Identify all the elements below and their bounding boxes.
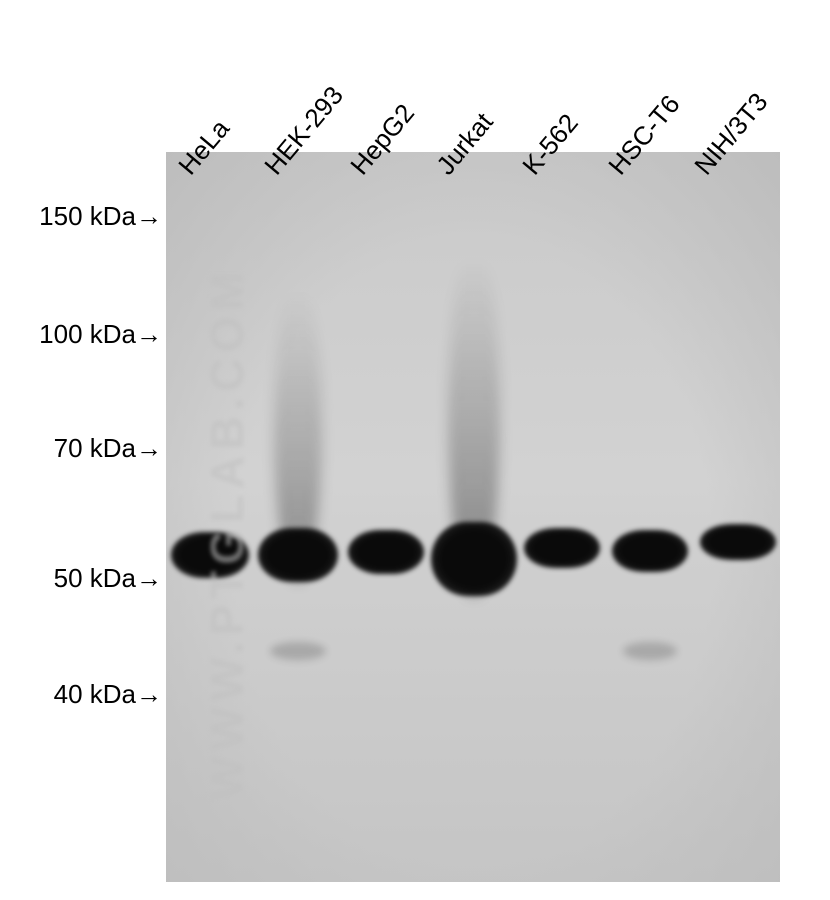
- marker-label-70kda: 70 kDa→: [54, 433, 162, 464]
- protein-band-lane-6: [700, 524, 776, 560]
- protein-band-lane-3: [431, 522, 517, 596]
- western-blot-image: [166, 152, 780, 882]
- faint-band-lane-5: [623, 642, 676, 660]
- faint-band-lane-1: [270, 642, 326, 660]
- protein-band-lane-4: [524, 528, 600, 568]
- marker-label-40kda: 40 kDa→: [54, 679, 162, 710]
- watermark-text: WWW.PTGLAB.COM: [200, 266, 254, 800]
- marker-label-150kda: 150 kDa→: [39, 201, 162, 232]
- protein-band-lane-5: [612, 530, 688, 572]
- marker-label-100kda: 100 kDa→: [39, 319, 162, 350]
- protein-band-lane-2: [348, 530, 424, 574]
- protein-band-lane-1: [258, 528, 338, 582]
- marker-label-50kda: 50 kDa→: [54, 563, 162, 594]
